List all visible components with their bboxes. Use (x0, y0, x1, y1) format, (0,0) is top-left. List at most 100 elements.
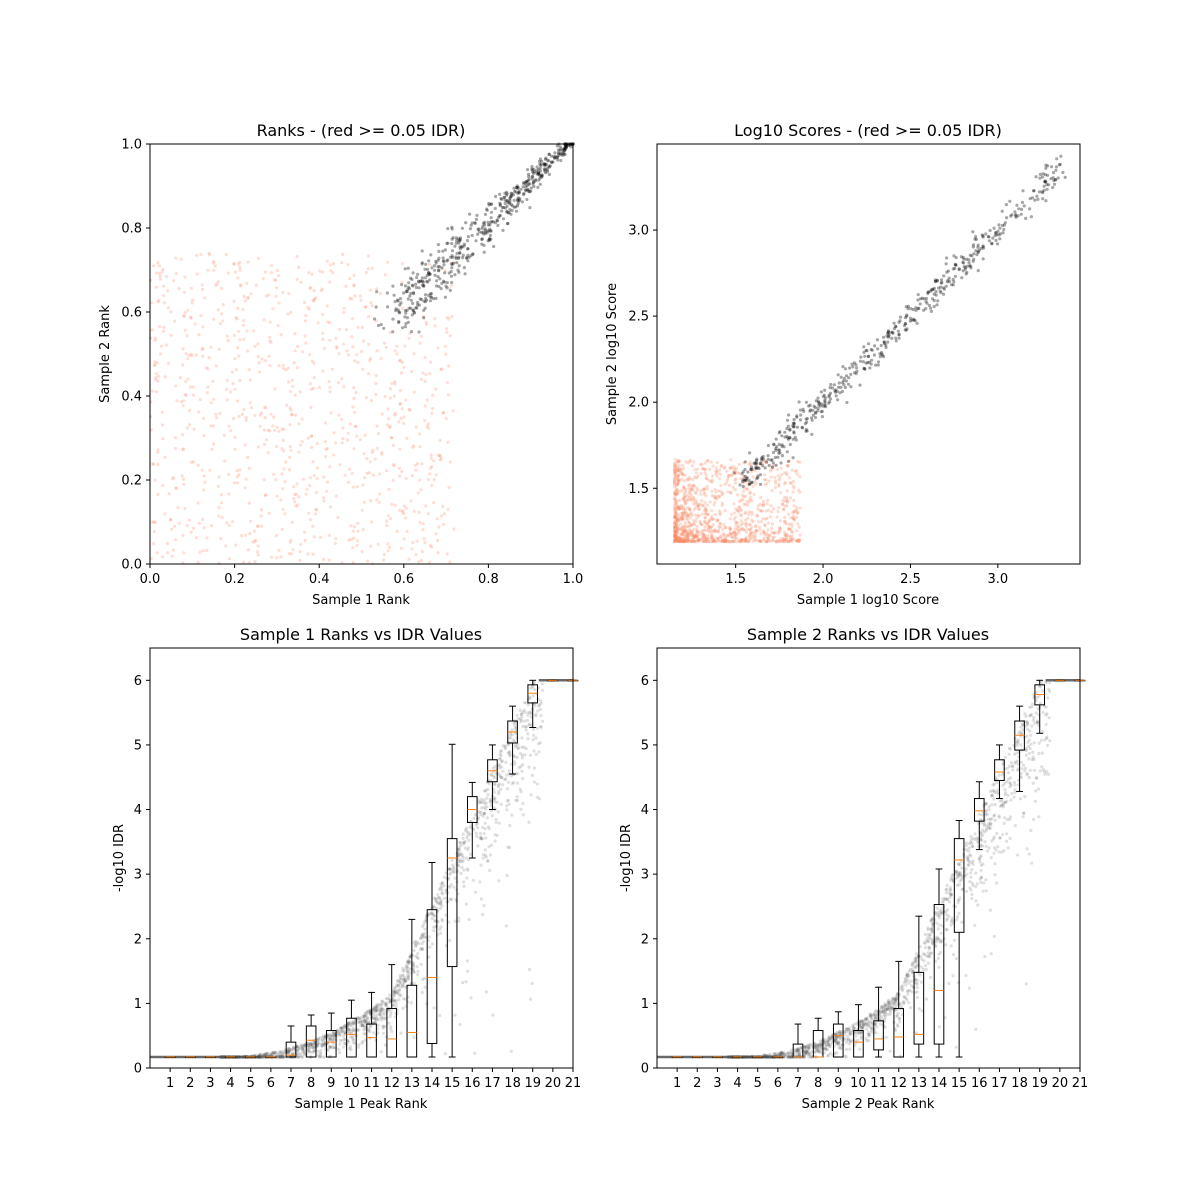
pass-point (1035, 194, 1039, 198)
fail-point (679, 527, 683, 531)
fail-point (413, 463, 417, 467)
fail-point (732, 517, 736, 522)
idr-point (319, 1048, 323, 1052)
fail-point (234, 316, 238, 320)
pass-point (800, 426, 805, 430)
fail-point (423, 379, 427, 384)
idr-point (486, 859, 490, 863)
pass-point (770, 458, 774, 462)
idr-point (512, 760, 517, 764)
fail-point (162, 301, 166, 305)
pass-point (412, 311, 417, 315)
pass-point (417, 280, 421, 284)
fail-point (244, 418, 248, 422)
pass-point (468, 212, 472, 216)
fail-point (691, 495, 695, 500)
fail-point (267, 293, 271, 297)
fail-point (726, 533, 730, 537)
fail-point (744, 522, 748, 526)
pass-point (415, 275, 419, 280)
fail-point (704, 521, 708, 526)
fail-point (791, 511, 795, 515)
fail-point (154, 372, 158, 376)
pass-point (437, 284, 441, 289)
idr-point (1003, 755, 1007, 759)
fail-point (214, 283, 218, 287)
fail-point (237, 354, 241, 358)
fail-point (400, 407, 404, 411)
scores-x-label: Sample 1 log10 Score (797, 593, 939, 608)
idr-point (517, 766, 521, 770)
pass-point (482, 243, 486, 247)
pass-point (515, 184, 519, 188)
fail-point (426, 426, 430, 430)
pass-point (832, 383, 837, 387)
pass-point (421, 283, 425, 287)
idr-point (540, 682, 545, 686)
fail-point (673, 514, 677, 518)
fail-point (782, 540, 787, 544)
pass-point (935, 279, 940, 283)
pass-point (422, 299, 426, 303)
fail-point (682, 539, 686, 544)
fail-point (355, 434, 359, 438)
fail-point (795, 505, 799, 509)
scores-points (672, 154, 1067, 544)
fail-point (321, 270, 325, 274)
fail-point (682, 485, 686, 489)
fail-point (329, 268, 333, 273)
fail-point (258, 370, 262, 374)
fail-point (758, 502, 762, 506)
pass-point (474, 217, 479, 221)
fail-point (213, 264, 217, 268)
fail-point (710, 480, 714, 484)
fail-point (675, 517, 679, 521)
fail-point (695, 535, 699, 539)
pass-point (505, 222, 510, 226)
pass-point (398, 311, 402, 315)
fail-point (254, 283, 258, 287)
pass-point (743, 460, 747, 464)
fail-point (735, 532, 739, 536)
pass-point (525, 180, 529, 184)
fail-point (717, 528, 721, 532)
fail-point (328, 390, 332, 394)
idr1-title: Sample 1 Ranks vs IDR Values (240, 625, 482, 644)
fail-point (251, 540, 255, 544)
idr-point (433, 897, 437, 901)
idr-point (448, 938, 452, 943)
pass-point (505, 209, 509, 213)
fail-point (688, 489, 693, 493)
fail-point (711, 535, 715, 540)
fail-point (390, 502, 394, 506)
idr-point (396, 983, 400, 988)
pass-point (527, 189, 531, 194)
pass-point (441, 259, 445, 263)
pass-point (896, 329, 901, 333)
fail-point (355, 353, 359, 357)
fail-point (740, 538, 744, 542)
fail-point (327, 558, 331, 562)
fail-point (710, 517, 714, 521)
fail-point (312, 535, 316, 539)
fail-point (407, 337, 411, 341)
pass-point (792, 425, 796, 429)
fail-point (197, 521, 201, 525)
idr-point (440, 919, 445, 923)
fail-point (354, 424, 358, 429)
fail-point (190, 298, 195, 302)
pass-point (882, 335, 886, 339)
pass-point (503, 206, 508, 210)
pass-point (423, 306, 427, 310)
pass-point (558, 145, 562, 149)
pass-point (516, 202, 520, 206)
pass-point (547, 164, 551, 168)
pass-point (410, 313, 414, 317)
fail-point (753, 479, 757, 484)
fail-point (677, 539, 681, 544)
pass-point (1051, 185, 1055, 190)
fail-point (288, 423, 292, 427)
pass-point (540, 175, 544, 179)
fail-point (305, 487, 309, 492)
pass-point (397, 310, 401, 314)
